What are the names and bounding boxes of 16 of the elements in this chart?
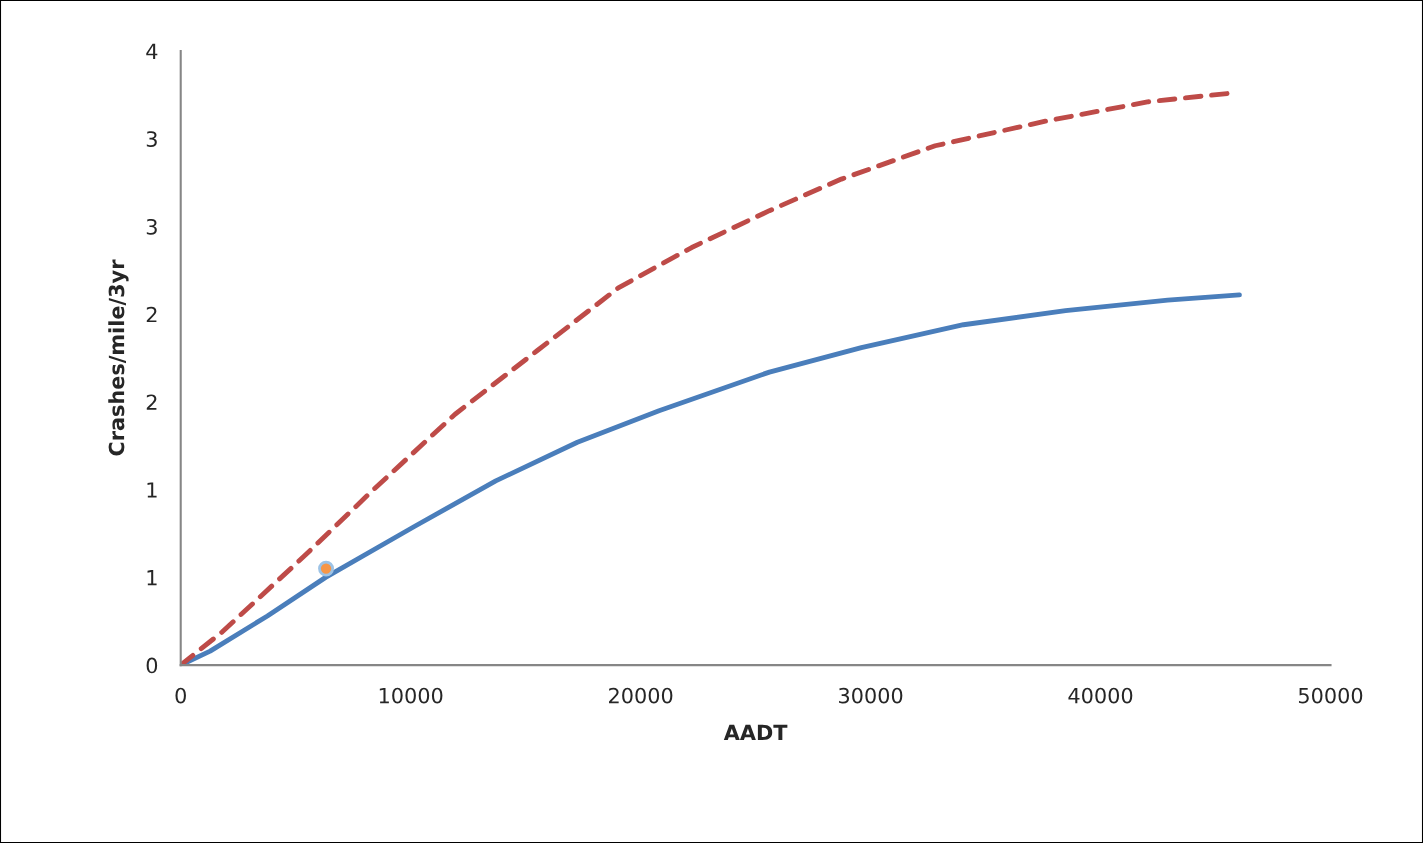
y-tick-label: 3 [146, 218, 157, 235]
y-tick-label: 1 [147, 570, 157, 586]
x-tick-label: 20000 [609, 687, 673, 704]
x-tick-label: 40000 [1068, 687, 1133, 704]
x-tick-label: 0 [175, 687, 186, 704]
x-tick-label: 30000 [839, 687, 903, 704]
y-tick-label: 0 [146, 657, 158, 674]
y-axis-title: Crashes/mile/3yr [108, 259, 129, 456]
y-tick-label: 2 [146, 394, 157, 410]
y-tick-label: 3 [146, 131, 157, 147]
y-tick-label: 2 [146, 306, 157, 323]
y-tick-label: 4 [146, 43, 158, 59]
x-tick-label: 10000 [379, 687, 443, 704]
x-axis-title: AADT [723, 724, 788, 741]
y-tick-label: 1 [147, 482, 157, 498]
x-tick-label: 50000 [1298, 687, 1363, 704]
